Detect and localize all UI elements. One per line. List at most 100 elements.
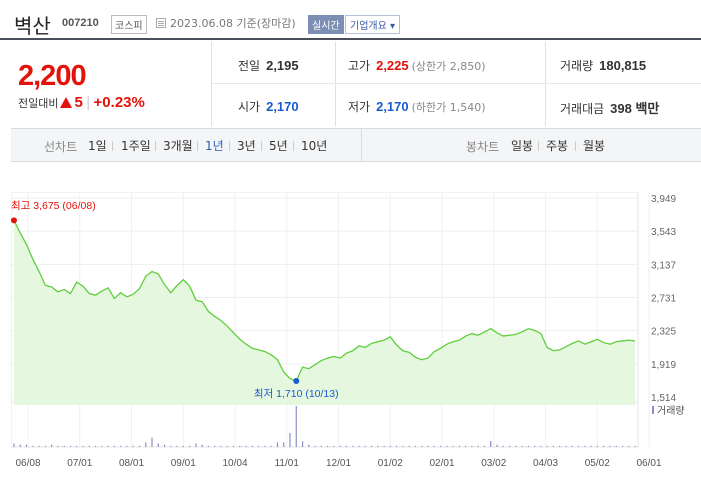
volume-bar [51, 444, 53, 447]
volume-bar [76, 445, 78, 447]
volume-bar [584, 445, 586, 447]
volume-bar [477, 445, 479, 447]
candle-chart-label: 봉차트 [466, 140, 500, 154]
volume-bar [157, 443, 159, 447]
volume-bar [446, 445, 448, 447]
volume-bar [107, 445, 109, 447]
realtime-button[interactable]: 실시간 [308, 15, 344, 34]
volume-bar [151, 437, 153, 447]
quote-panel: 2,200 전일대비 5 | +0.23% 전일 2,195 고가 2,225 (상한가 2… [11, 42, 701, 126]
volume-bar [264, 445, 266, 447]
x-tick-label: 12/01 [326, 458, 351, 469]
volume-value: 180,815 [599, 58, 647, 73]
tab-3m[interactable]: 3개월 [163, 139, 193, 153]
volume-bar [327, 445, 329, 447]
volume-bar [94, 445, 97, 447]
volume-bar [490, 441, 492, 447]
volume-bar [370, 445, 373, 447]
lower-limit: (하한가 1,540) [411, 101, 486, 114]
volume-legend-swatch [652, 406, 654, 414]
volume-bar [176, 445, 178, 447]
volume-bar [126, 445, 128, 447]
volume-bar [195, 443, 197, 447]
volume-bar [527, 445, 529, 447]
volume-bar [571, 445, 573, 447]
tab-1d[interactable]: 1일 [88, 139, 107, 153]
divider [211, 42, 212, 126]
y-tick-label: 1,514 [651, 393, 676, 404]
tab-3y[interactable]: 3년 [237, 139, 256, 153]
volume-bar [603, 445, 605, 447]
volume-bar [258, 445, 260, 447]
y-tick-label: 3,543 [651, 227, 676, 238]
volume-bar [408, 445, 410, 447]
volume-bar [232, 445, 235, 447]
volume-bar [25, 444, 28, 447]
high-annotation: 최고 3,675 (06/08) [11, 200, 96, 212]
x-tick-label: 03/02 [481, 458, 506, 469]
x-tick-label: 05/02 [585, 458, 610, 469]
volume-bar [270, 445, 272, 447]
low-marker [293, 377, 300, 384]
y-tick-label: 1,919 [651, 360, 676, 371]
volume-bar [421, 445, 423, 447]
tab-weekly-candle[interactable]: 주봉 [546, 139, 569, 153]
volume-bar [615, 445, 617, 447]
volume-bar [396, 445, 398, 447]
volume-bar [433, 445, 435, 447]
volume-bar [345, 445, 348, 447]
volume-bar [427, 445, 429, 447]
company-info-button[interactable]: 기업개요 ▾ [345, 15, 400, 34]
price-change: 전일대비 5 | +0.23% [18, 94, 145, 111]
prev-close-cell: 전일 2,195 [238, 58, 299, 73]
volume-bar [101, 445, 103, 447]
volume-bar [496, 444, 498, 447]
tab-5y[interactable]: 5년 [269, 139, 288, 153]
volume-bar [239, 445, 241, 447]
change-percent: +0.23% [93, 94, 145, 111]
volume-bar [483, 445, 486, 447]
volume-bar [220, 445, 222, 447]
volume-bar [138, 445, 141, 447]
volume-bar [113, 445, 115, 447]
volume-bar [534, 445, 536, 447]
x-tick-label: 06/08 [15, 458, 40, 469]
tab-1w[interactable]: 1주일 [121, 139, 151, 153]
change-label: 전일대비 [18, 97, 59, 110]
volume-bar [439, 445, 442, 447]
open-value: 2,170 [266, 99, 299, 114]
volume-bar [201, 444, 203, 447]
volume-bar [364, 445, 366, 447]
high-cell: 고가 2,225 (상한가 2,850) [348, 58, 486, 73]
market-badge: 코스피 [111, 15, 147, 34]
volume-bar [32, 445, 34, 447]
tab-monthly-candle[interactable]: 월봉 [583, 139, 606, 153]
calendar-icon [156, 18, 166, 28]
volume-bar [38, 445, 40, 447]
volume-bar [207, 445, 210, 447]
upper-limit: (상한가 2,850) [411, 60, 486, 73]
volume-bar [82, 445, 84, 447]
volume-bar [452, 445, 454, 447]
volume-bar [565, 445, 567, 447]
x-tick-label: 01/02 [378, 458, 403, 469]
price-chart[interactable]: 3,949 3,543 3,137 2,731 2,325 1,919 1,514 06/08… [11, 192, 701, 472]
volume-bar [13, 443, 15, 447]
volume-bar [333, 445, 335, 447]
tab-1y[interactable]: 1년 [205, 139, 224, 153]
volume-bar [515, 445, 517, 447]
volume-bar [320, 445, 322, 447]
x-tick-label: 10/04 [222, 458, 247, 469]
x-tick-label: 09/01 [171, 458, 196, 469]
volume-bar [471, 445, 473, 447]
price-area [14, 220, 635, 405]
tab-daily-candle[interactable]: 일봉 [511, 139, 534, 153]
volume-bar [245, 445, 247, 447]
volume-bar [590, 445, 592, 447]
volume-bar [634, 445, 636, 447]
volume-bar [546, 445, 548, 447]
tab-10y[interactable]: 10년 [301, 139, 328, 153]
divider [335, 42, 336, 126]
volume-bar [609, 445, 611, 447]
low-cell: 저가 2,170 (하한가 1,540) [348, 99, 486, 114]
